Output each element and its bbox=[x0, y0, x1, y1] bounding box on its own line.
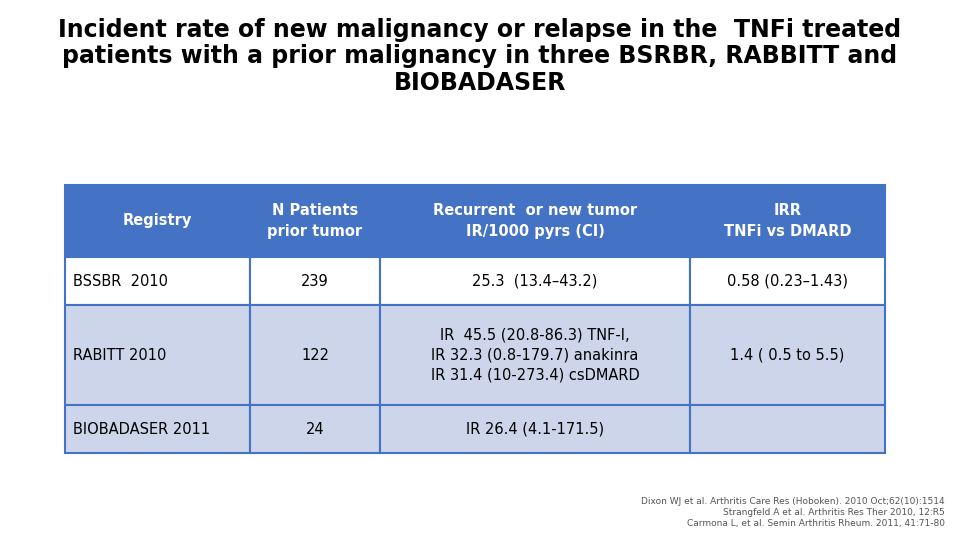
Bar bbox=[380, 257, 690, 305]
Text: 24: 24 bbox=[305, 422, 324, 436]
Bar bbox=[250, 305, 380, 405]
Bar bbox=[65, 405, 250, 453]
Text: IR 26.4 (4.1-171.5): IR 26.4 (4.1-171.5) bbox=[466, 422, 604, 436]
Text: Strangfeld A et al. Arthritis Res Ther 2010, 12:R5: Strangfeld A et al. Arthritis Res Ther 2… bbox=[723, 508, 945, 517]
Bar bbox=[690, 305, 885, 405]
Text: IR  45.5 (20.8-86.3) TNF-I,
IR 32.3 (0.8-179.7) anakinra
IR 31.4 (10-273.4) csDM: IR 45.5 (20.8-86.3) TNF-I, IR 32.3 (0.8-… bbox=[431, 328, 639, 382]
Text: 0.58 (0.23–1.43): 0.58 (0.23–1.43) bbox=[727, 273, 848, 288]
Text: 239: 239 bbox=[301, 273, 329, 288]
Text: BSSBR  2010: BSSBR 2010 bbox=[73, 273, 168, 288]
Bar bbox=[380, 305, 690, 405]
Text: Registry: Registry bbox=[123, 213, 192, 228]
Text: Incident rate of new malignancy or relapse in the  TNFi treated: Incident rate of new malignancy or relap… bbox=[59, 18, 901, 42]
Text: 25.3  (13.4–43.2): 25.3 (13.4–43.2) bbox=[472, 273, 598, 288]
Bar bbox=[250, 257, 380, 305]
Text: 122: 122 bbox=[301, 348, 329, 362]
Text: N Patients
prior tumor: N Patients prior tumor bbox=[268, 203, 363, 239]
Text: 1.4 ( 0.5 to 5.5): 1.4 ( 0.5 to 5.5) bbox=[731, 348, 845, 362]
Bar bbox=[690, 185, 885, 257]
Text: Dixon WJ et al. Arthritis Care Res (Hoboken). 2010 Oct;62(10):1514: Dixon WJ et al. Arthritis Care Res (Hobo… bbox=[641, 497, 945, 506]
Bar bbox=[65, 305, 250, 405]
Bar bbox=[250, 405, 380, 453]
Text: BIOBADASER: BIOBADASER bbox=[394, 71, 566, 94]
Text: BIOBADASER 2011: BIOBADASER 2011 bbox=[73, 422, 210, 436]
Bar bbox=[65, 257, 250, 305]
Bar bbox=[380, 185, 690, 257]
Text: RABITT 2010: RABITT 2010 bbox=[73, 348, 166, 362]
Text: IRR
TNFi vs DMARD: IRR TNFi vs DMARD bbox=[724, 203, 852, 239]
Bar bbox=[690, 257, 885, 305]
Text: Recurrent  or new tumor
IR/1000 pyrs (CI): Recurrent or new tumor IR/1000 pyrs (CI) bbox=[433, 203, 637, 239]
Text: patients with a prior malignancy in three BSRBR, RABBITT and: patients with a prior malignancy in thre… bbox=[62, 44, 898, 69]
Bar bbox=[65, 185, 250, 257]
Bar bbox=[690, 405, 885, 453]
Bar bbox=[380, 405, 690, 453]
Text: Carmona L, et al. Semin Arthritis Rheum. 2011, 41:71-80: Carmona L, et al. Semin Arthritis Rheum.… bbox=[687, 519, 945, 528]
Bar bbox=[250, 185, 380, 257]
